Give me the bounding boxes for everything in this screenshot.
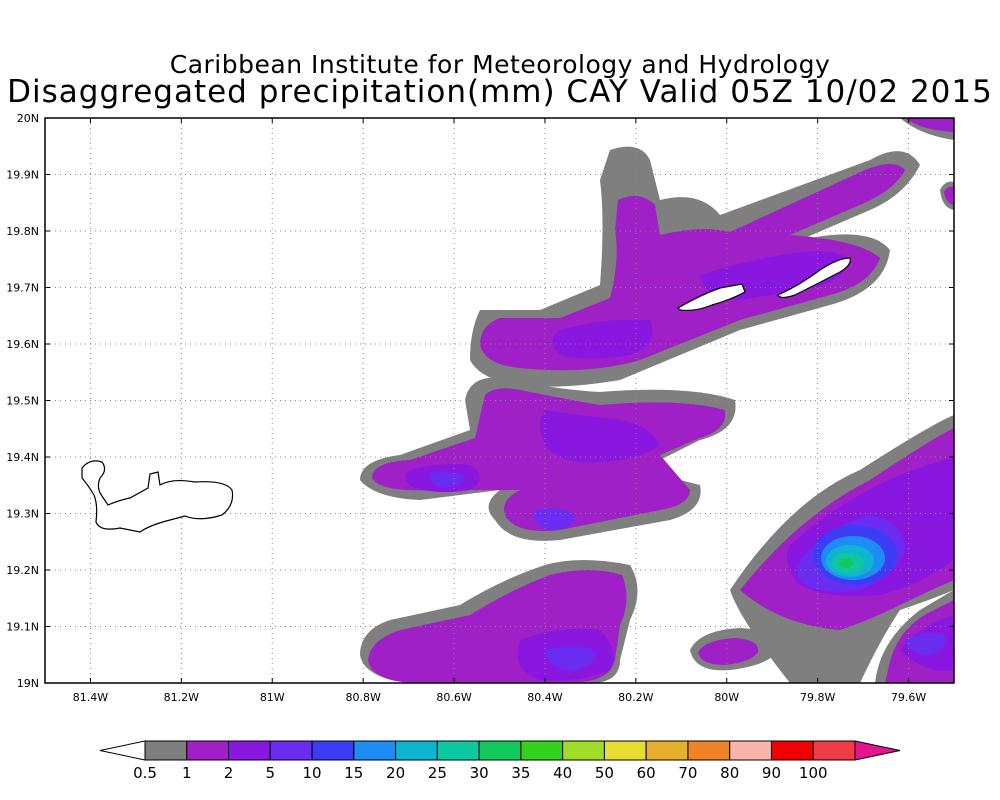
colorbar-label: 35: [511, 764, 530, 782]
colorbar-swatch-high: [854, 740, 901, 761]
colorbar-swatch: [562, 740, 605, 761]
colorbar-swatch: [311, 740, 355, 761]
colorbar-swatch: [645, 740, 689, 761]
colorbar: 0.5 1 2 5 10 15 20 25 30 35 40 50 60 70 80 90 100: [99, 740, 901, 782]
title-line-1: Caribbean Institute for Meteorology and …: [169, 50, 831, 79]
colorbar-swatch: [478, 740, 522, 761]
colorbar-label: 90: [762, 764, 781, 782]
colorbar-swatch: [520, 740, 564, 761]
island-cayman-brac: [777, 257, 851, 299]
x-tick-label: 81W: [260, 691, 285, 704]
island-little-cayman: [677, 283, 746, 312]
colorbar-swatch-low: [99, 740, 146, 761]
colorbar-label: 25: [428, 764, 447, 782]
x-tick-label: 81.4W: [73, 691, 108, 704]
y-tick-label: 19.5N: [6, 395, 39, 408]
colorbar-label: 10: [303, 764, 322, 782]
y-tick-label: 20N: [17, 112, 39, 125]
colorbar-label: 20: [386, 764, 405, 782]
colorbar-label: 0.5: [133, 764, 157, 782]
y-tick-label: 19.2N: [6, 564, 39, 577]
precipitation-field: [360, 118, 954, 683]
y-tick-label: 19.8N: [6, 225, 39, 238]
island-grand-cayman: [81, 460, 234, 533]
colorbar-swatch: [729, 740, 772, 761]
x-tick-label: 80.2W: [618, 691, 653, 704]
colorbar-swatch: [269, 740, 313, 761]
colorbar-swatch: [770, 740, 814, 761]
map-grid: [45, 118, 954, 683]
x-tick-label: 80W: [714, 691, 739, 704]
colorbar-swatch: [186, 740, 230, 761]
x-axis-ticks: 81.4W 81.2W 81W 80.8W 80.6W 80.4W 80.2W 80W 79.8…: [73, 118, 926, 704]
x-tick-label: 79.6W: [891, 691, 926, 704]
y-tick-label: 19.9N: [6, 169, 39, 182]
x-tick-label: 81.2W: [164, 691, 199, 704]
precip-core: [813, 525, 897, 585]
y-tick-label: 19.6N: [6, 338, 39, 351]
colorbar-label: 30: [470, 764, 489, 782]
colorbar-label: 2: [224, 764, 234, 782]
y-tick-label: 19.4N: [6, 451, 39, 464]
y-tick-label: 19.3N: [6, 508, 39, 521]
title-line-2: Disaggregated precipitation(mm) CAY Vali…: [7, 74, 993, 110]
colorbar-swatch: [603, 740, 647, 761]
colorbar-swatch: [812, 740, 856, 761]
colorbar-swatch: [228, 740, 271, 761]
colorbar-swatch: [687, 740, 731, 761]
y-tick-label: 19N: [17, 677, 39, 690]
colorbar-label: 70: [678, 764, 697, 782]
colorbar-label: 50: [595, 764, 614, 782]
colorbar-swatch: [395, 740, 438, 761]
colorbar-label: 1: [182, 764, 192, 782]
x-tick-label: 79.8W: [800, 691, 835, 704]
x-tick-label: 80.4W: [527, 691, 562, 704]
colorbar-label: 40: [553, 764, 572, 782]
colorbar-label: 15: [344, 764, 363, 782]
colorbar-swatch: [144, 740, 188, 761]
colorbar-label: 80: [720, 764, 739, 782]
y-tick-label: 19.7N: [6, 282, 39, 295]
colorbar-label: 5: [266, 764, 276, 782]
y-tick-label: 19.1N: [6, 621, 39, 634]
x-tick-label: 80.8W: [345, 691, 380, 704]
colorbar-label: 60: [637, 764, 656, 782]
x-tick-label: 80.6W: [436, 691, 471, 704]
islands: [81, 257, 851, 533]
colorbar-swatch: [353, 740, 397, 761]
y-axis-ticks: 19N 19.1N 19.2N 19.3N 19.4N 19.5N 19.6N 19.7N 19…: [6, 112, 954, 690]
colorbar-label: 100: [799, 764, 828, 782]
colorbar-swatch: [436, 740, 480, 761]
